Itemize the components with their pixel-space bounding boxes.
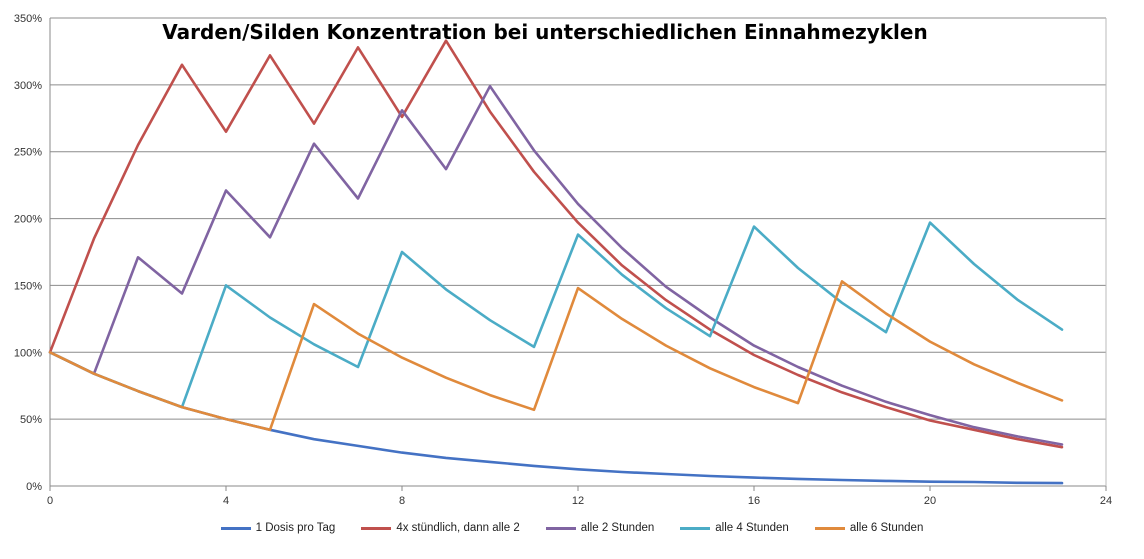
legend-label: 1 Dosis pro Tag (255, 522, 336, 534)
legend-swatch (545, 526, 576, 530)
legend-swatch (220, 526, 251, 530)
y-tick-label: 350% (14, 13, 42, 25)
y-tick-label: 250% (14, 147, 42, 159)
x-tick-label: 4 (223, 495, 229, 507)
y-tick-label: 200% (14, 214, 42, 226)
series-line-3 (48, 84, 1064, 446)
series-line-1 (48, 350, 1064, 485)
legend-label: alle 6 Stunden (849, 522, 924, 534)
legend-item-2: 4x stündlich, dann alle 2 (361, 522, 520, 534)
y-tick-label: 0% (26, 481, 42, 493)
series-line-5 (48, 280, 1064, 432)
y-tick-label: 100% (14, 347, 42, 359)
x-tick-label: 24 (1100, 495, 1112, 507)
legend-item-1: 1 Dosis pro Tag (220, 522, 336, 534)
x-tick-label: 8 (399, 495, 405, 507)
x-tick-label: 16 (748, 495, 760, 507)
legend-item-4: alle 4 Stunden (680, 522, 789, 534)
series-line-4 (48, 221, 1064, 409)
y-tick-label: 150% (14, 280, 42, 292)
chart-legend: 1 Dosis pro Tag 4x stündlich, dann alle 2… (0, 522, 1144, 534)
x-tick-label: 12 (572, 495, 584, 507)
legend-label: alle 2 Stunden (580, 522, 655, 534)
legend-swatch (361, 526, 392, 530)
legend-label: alle 4 Stunden (715, 522, 789, 534)
line-chart: 0% 50% 100% 150% 200% 250% 300% 350% 0 4 8 12 16 20 24 (14, 13, 1112, 507)
y-tick-label: 300% (14, 80, 42, 92)
y-tick-label: 50% (20, 414, 42, 426)
legend-item-3: alle 2 Stunden (545, 522, 655, 534)
legend-label: 4x stündlich, dann alle 2 (396, 522, 520, 534)
legend-swatch (814, 526, 845, 530)
legend-item-5: alle 6 Stunden (814, 522, 924, 534)
series-line-2 (48, 39, 1064, 449)
legend-swatch (680, 526, 711, 530)
x-tick-label: 20 (924, 495, 936, 507)
x-tick-label: 0 (47, 495, 53, 507)
chart-title: Varden/Silden Konzentration bei untersch… (162, 20, 928, 44)
